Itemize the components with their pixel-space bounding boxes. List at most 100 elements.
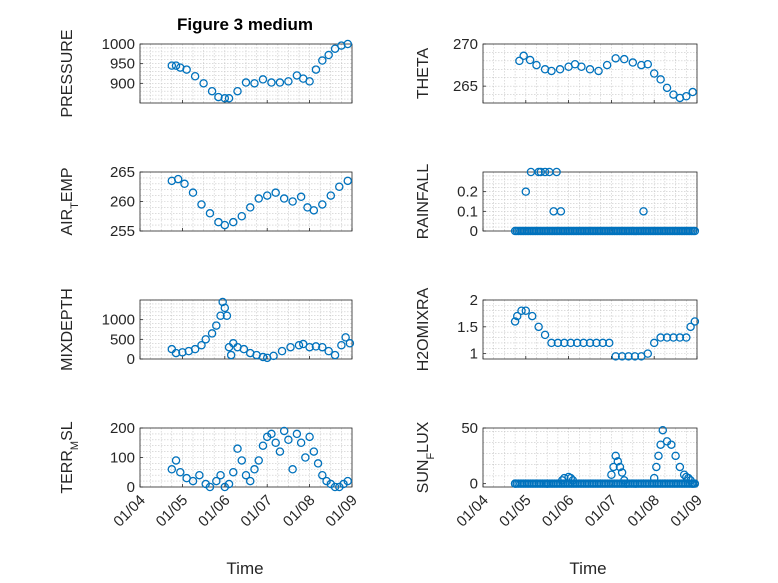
data-point [167,61,177,70]
data-point [579,338,588,348]
data-point [619,54,629,64]
data-point [199,79,208,88]
data-point [560,473,569,483]
x-tick-label: 01/09 [667,492,706,531]
y-tick-label: 0.1 [457,203,478,220]
data-point [279,194,289,203]
data-point [510,479,520,488]
data-point [229,467,238,477]
data-point [205,209,215,218]
data-point [271,188,280,197]
data-point [313,459,323,468]
data-point [318,200,327,209]
y-tick-label: 1.5 [457,319,478,336]
y-axis-label: PRESSURE [59,29,76,117]
figure-title: Figure 3 medium [177,15,313,34]
data-point [512,311,522,321]
data-point [521,187,531,196]
data-point [311,65,321,74]
data-point [594,66,603,76]
data-point [267,429,276,439]
data-point [330,482,340,492]
data-point [649,338,659,348]
data-point [553,338,563,348]
data-point [519,51,528,61]
data-point [669,90,678,99]
data-point [277,346,287,356]
axes-bottom-right: 0 50 01/04 01/05 01/06 01/07 01/08 01/09 SUNFLUX [415,420,706,530]
x-tick-label: 01/05 [496,492,535,531]
data-point [547,66,556,76]
data-point [318,342,327,352]
data-point [220,94,230,103]
y-tick-label: 500 [110,331,135,348]
data-point [675,462,685,472]
data-point [536,167,546,177]
y-tick-label: 270 [453,36,478,53]
data-point [233,86,242,96]
data-point [233,444,242,453]
y-tick-label: 0 [127,351,135,368]
data-point [201,335,210,344]
x-tick-label: 01/08 [624,492,663,531]
data-point [324,50,333,60]
data-point [611,54,620,63]
data-point [345,339,355,348]
data-point [630,352,640,361]
data-point [617,468,627,477]
y-tick-label: 1000 [102,36,135,53]
data-point [229,217,238,227]
data-point [292,429,302,439]
data-point [622,479,631,488]
y-tick-label: 900 [110,75,135,92]
data-point [684,473,693,483]
data-point [566,473,575,483]
data-point [220,220,230,230]
axes-frame [139,43,353,104]
data-point [237,211,247,221]
data-point [176,467,185,477]
data-point [688,479,697,488]
data-point [540,330,550,340]
data-point [288,465,297,474]
data-point [224,94,234,103]
data-point [552,167,561,177]
data-point [542,479,552,488]
data-point [525,55,535,65]
axes-row2-left: 255 260 265 AIRTEMP [59,164,353,240]
data-point [643,349,653,358]
data-point [171,348,181,358]
data-point [628,58,638,67]
data-point [667,440,676,449]
axes-frame [482,299,698,360]
data-point [288,197,297,206]
data-point [643,59,653,69]
data-point [330,350,340,360]
data-point [577,62,586,72]
data-point [258,75,268,84]
data-point [682,333,691,342]
data-point [560,338,569,348]
data-point [245,476,255,486]
data-point [639,207,648,216]
data-point [182,65,191,74]
data-point [335,182,344,191]
data-point [250,465,259,474]
data-point [649,69,659,78]
y-axis-label: RAINFALL [415,164,432,240]
data-point [224,479,234,489]
data-point [510,317,520,326]
y-tick-label: 200 [110,420,135,437]
data-point [534,322,543,332]
data-point [652,462,661,472]
data-point [605,338,614,348]
y-tick-label: 2 [470,292,478,309]
data-point [284,435,293,445]
data-point [690,317,700,326]
data-point [624,352,633,361]
data-point [540,167,550,177]
data-point [207,86,217,96]
data-point [611,451,620,461]
data-point [343,39,353,49]
x-tick-label: 01/07 [237,492,276,531]
